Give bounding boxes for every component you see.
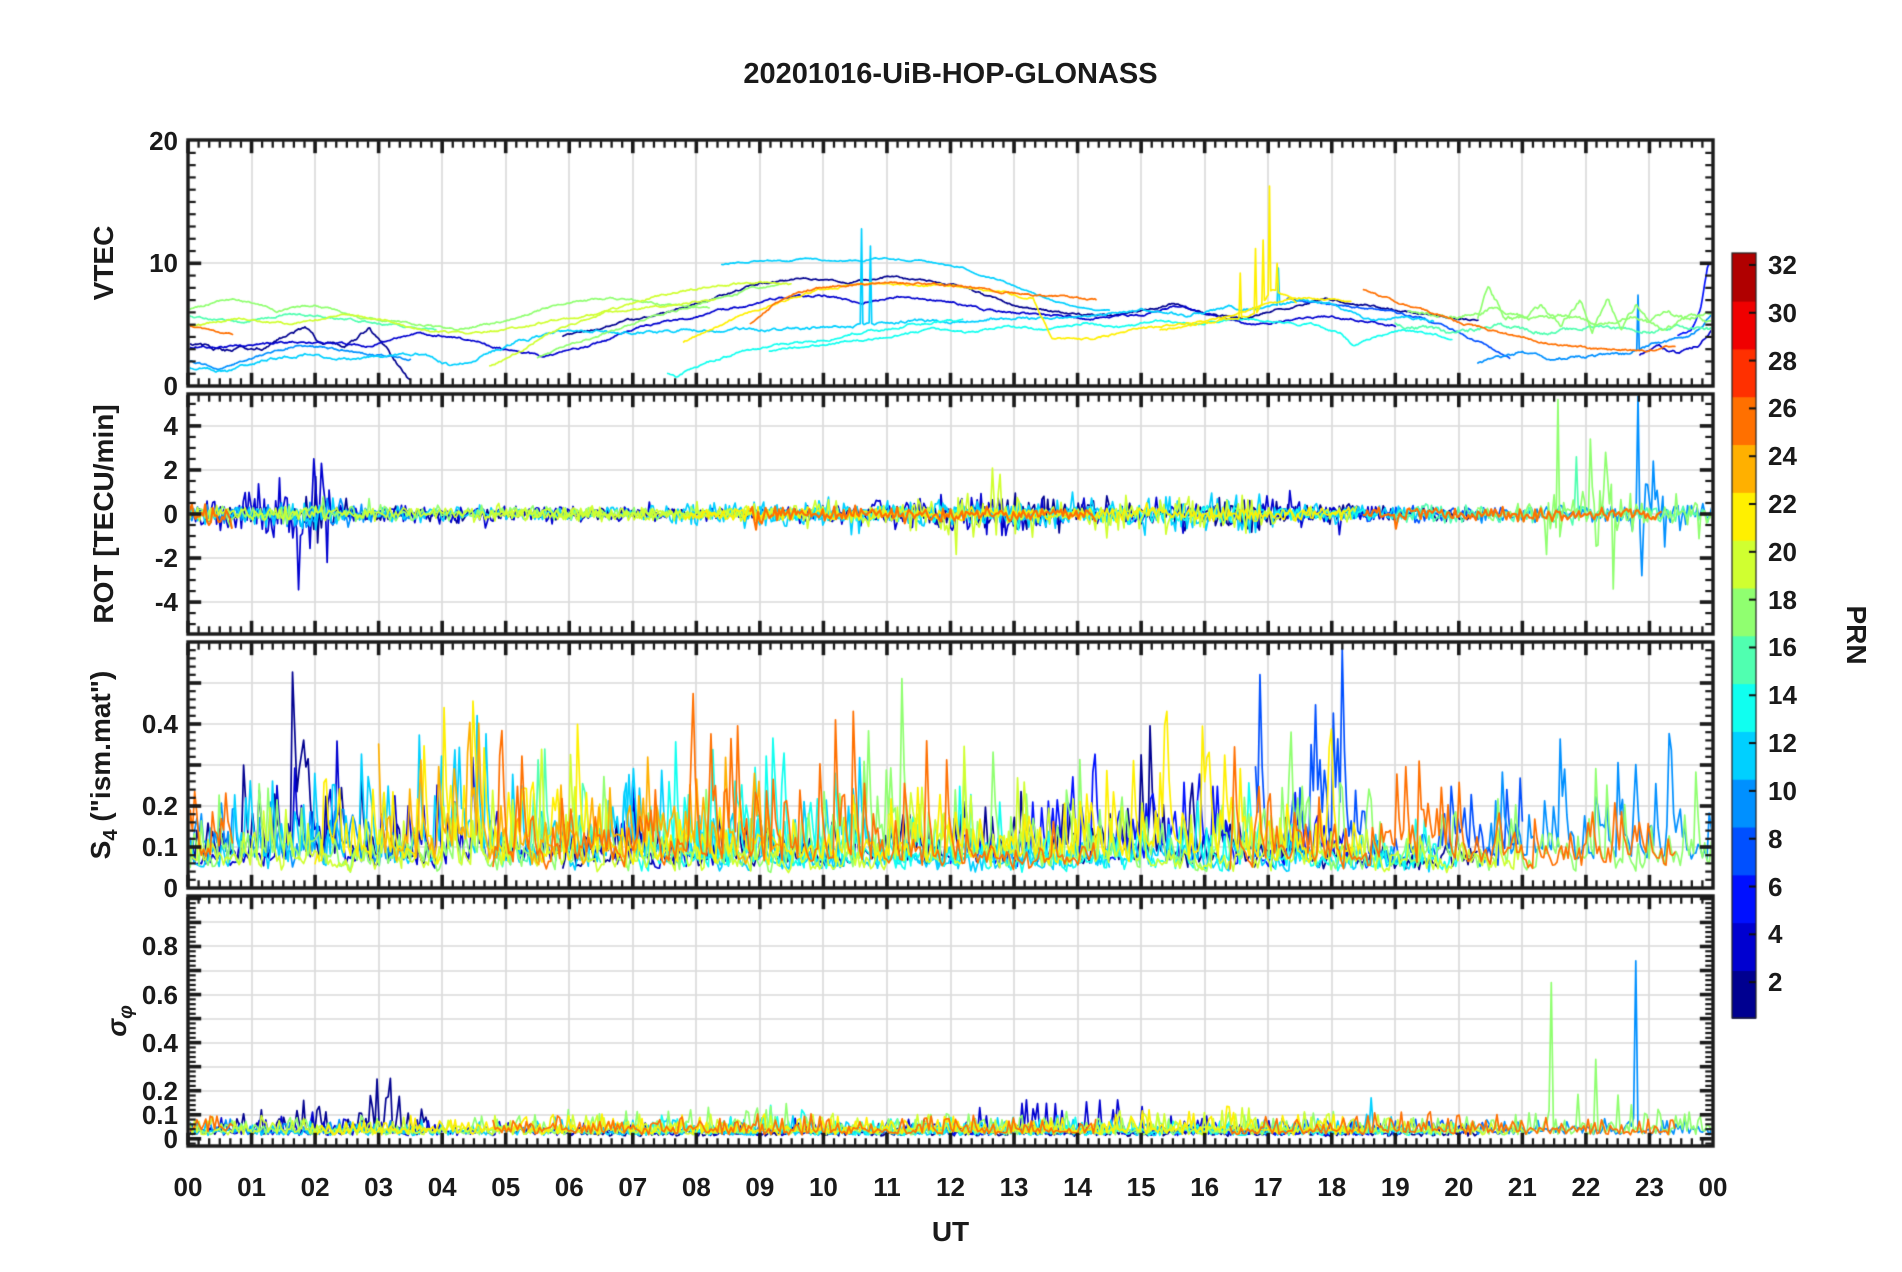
- x-tick-label: 21: [1507, 1172, 1537, 1202]
- y-tick-label: 0: [163, 499, 178, 529]
- colorbar-tick-label: 16: [1768, 632, 1797, 663]
- y-tick-label: 20: [149, 125, 178, 156]
- y-tick-label: 0: [163, 1123, 178, 1154]
- x-tick-label: 22: [1571, 1172, 1601, 1202]
- x-tick-label: 17: [1253, 1172, 1283, 1202]
- y-tick-label: 0.1: [141, 832, 178, 862]
- x-tick-label: 10: [808, 1172, 838, 1202]
- colorbar-tick-label: 4: [1768, 919, 1783, 950]
- y-tick-label: 4: [163, 410, 178, 441]
- colorbar-tick-label: 32: [1768, 249, 1797, 280]
- colorbar-tick-label: 6: [1768, 871, 1783, 902]
- x-tick-label: 18: [1317, 1172, 1347, 1202]
- y-tick-label: -4: [154, 587, 178, 618]
- y-tick-label: 0.6: [141, 979, 178, 1010]
- colorbar-tick-label: 26: [1768, 393, 1797, 424]
- colorbar-tick-label: 22: [1768, 489, 1797, 520]
- x-tick-label: 01: [237, 1172, 266, 1202]
- y-tick-label: 0.4: [141, 709, 178, 739]
- x-tick-label: 19: [1380, 1172, 1410, 1202]
- colorbar-tick-label: 8: [1768, 823, 1783, 854]
- chart-title: 20201016-UiB-HOP-GLONASS: [743, 58, 1158, 90]
- colorbar-tick-label: 24: [1768, 441, 1797, 472]
- x-tick-label: 13: [999, 1172, 1029, 1202]
- x-tick-label: 23: [1634, 1172, 1664, 1202]
- x-tick-label: 07: [618, 1172, 648, 1202]
- colorbar-tick-label: 14: [1768, 680, 1797, 711]
- x-tick-label: 00: [1698, 1172, 1728, 1202]
- colorbar-tick-label: 30: [1768, 297, 1797, 328]
- colorbar-tick-label: 2: [1768, 967, 1783, 998]
- x-tick-label: 03: [364, 1172, 394, 1202]
- x-tick-label: 16: [1190, 1172, 1220, 1202]
- x-tick-label: 05: [491, 1172, 521, 1202]
- x-tick-label: 11: [873, 1172, 901, 1202]
- x-tick-label: 06: [554, 1172, 584, 1202]
- x-tick-label: 00: [173, 1172, 203, 1202]
- y-tick-label: 0.2: [141, 791, 178, 821]
- x-tick-label: 02: [300, 1172, 330, 1202]
- x-tick-label: 15: [1126, 1172, 1156, 1202]
- colorbar-tick-label: 20: [1768, 536, 1797, 567]
- colorbar-tick-label: 10: [1768, 775, 1797, 806]
- x-axis-label: UT: [931, 1216, 970, 1247]
- y-tick-label: -2: [154, 543, 178, 574]
- colorbar-tick-label: 12: [1768, 728, 1797, 759]
- colorbar-label: PRN: [1841, 605, 1872, 665]
- y-tick-label: 0: [163, 873, 178, 903]
- x-tick-label: 09: [745, 1172, 775, 1202]
- y-tick-label: 0.8: [141, 931, 178, 962]
- x-tick-label: 20: [1444, 1172, 1474, 1202]
- y-tick-label: 0: [163, 371, 178, 401]
- y-tick-label: 0.1: [141, 1099, 178, 1130]
- y-tick-label: 0.4: [141, 1027, 178, 1058]
- colorbar-tick-label: 28: [1768, 345, 1797, 376]
- colorbar-tick-label: 18: [1768, 584, 1797, 615]
- x-tick-label: 04: [427, 1172, 457, 1202]
- y-tick-label: 2: [163, 454, 178, 485]
- y-tick-label: 10: [149, 248, 178, 279]
- x-tick-label: 08: [681, 1172, 711, 1202]
- x-tick-label: 14: [1063, 1172, 1093, 1202]
- x-tick-label: 12: [936, 1172, 965, 1202]
- y-tick-label: 0.2: [141, 1075, 178, 1106]
